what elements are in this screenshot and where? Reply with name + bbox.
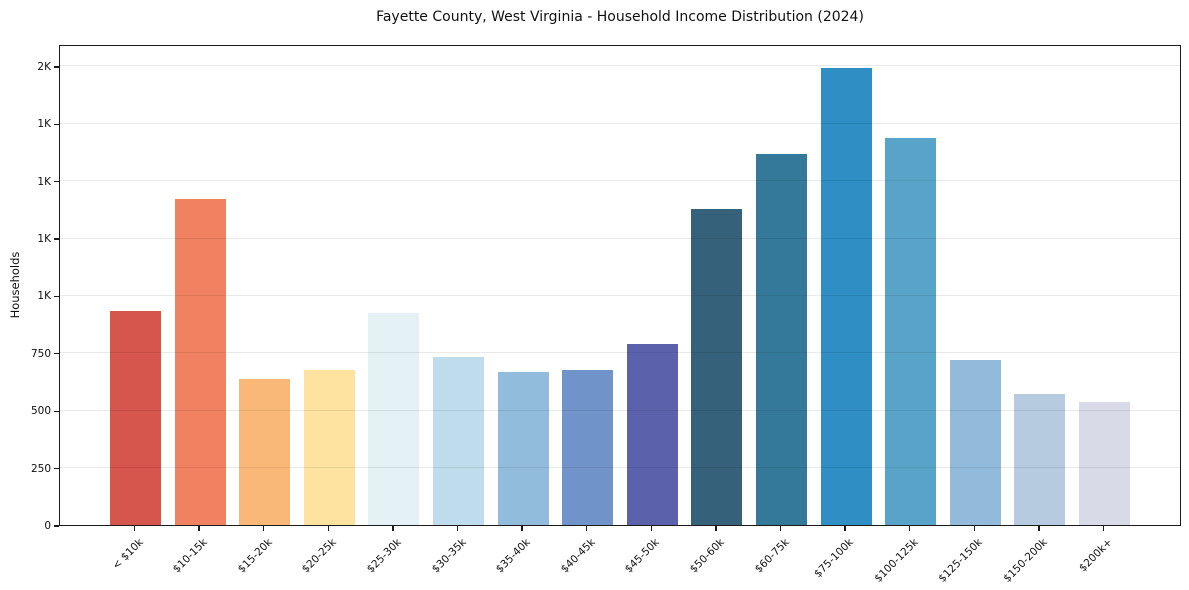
y-tick-label: 2K xyxy=(37,60,51,73)
y-tick-mark xyxy=(54,180,59,183)
gridline xyxy=(60,122,1180,124)
x-tick-mark xyxy=(586,526,588,531)
bar-$15-20k xyxy=(239,379,291,525)
y-tick-label: 1K xyxy=(37,175,51,188)
x-tick-mark xyxy=(456,526,459,531)
x-tick-mark xyxy=(263,526,265,531)
gridline xyxy=(60,294,1180,296)
bar-$150-200k xyxy=(1014,394,1066,525)
bar-$60-75k xyxy=(756,154,807,525)
x-tick-mark xyxy=(198,526,200,531)
bar-< $10k xyxy=(110,311,161,525)
y-tick-label: 250 xyxy=(30,462,51,475)
x-tick-mark xyxy=(909,526,911,531)
y-tick-mark xyxy=(54,353,59,355)
bar-$75-100k xyxy=(820,68,872,525)
gridline xyxy=(60,467,1180,469)
bar-$40-45k xyxy=(562,370,614,525)
bar-$10-15k xyxy=(174,198,226,525)
x-tick-mark xyxy=(1038,526,1040,531)
x-tick-mark xyxy=(392,526,394,531)
y-tick-label: 1K xyxy=(37,117,51,130)
bar-$45-50k xyxy=(626,343,678,525)
y-tick-label: 750 xyxy=(30,347,51,360)
y-tick-label: 1K xyxy=(37,290,51,303)
x-tick-mark xyxy=(650,526,652,531)
gridline xyxy=(60,352,1180,354)
y-tick-label: 0 xyxy=(44,519,51,532)
plot-area xyxy=(59,45,1181,526)
x-tick-mark xyxy=(779,526,782,531)
y-tick-label: 500 xyxy=(30,404,51,417)
y-tick-mark xyxy=(54,467,59,470)
gridline xyxy=(60,65,1180,67)
y-axis-label: Households xyxy=(8,251,22,319)
bar-$125-150k xyxy=(949,359,1001,525)
x-tick-mark xyxy=(973,526,975,531)
gridline xyxy=(60,180,1180,182)
x-tick-mark xyxy=(1102,526,1105,531)
y-tick-mark xyxy=(54,123,59,125)
y-tick-mark xyxy=(54,238,59,240)
y-tick-mark xyxy=(54,525,59,527)
gridline xyxy=(60,409,1180,411)
y-tick-label: 1K xyxy=(37,232,51,245)
bar-$100-125k xyxy=(885,138,937,525)
chart-title: Fayette County, West Virginia - Househol… xyxy=(376,9,864,25)
bar-$25-30k xyxy=(368,312,420,525)
x-tick-mark xyxy=(133,526,136,531)
y-tick-mark xyxy=(54,410,59,412)
bar-$30-35k xyxy=(433,357,484,525)
x-tick-mark xyxy=(521,526,523,531)
bar-$20-25k xyxy=(303,370,355,525)
x-tick-label: < $10k xyxy=(109,536,146,572)
bar-$35-40k xyxy=(497,372,549,525)
gridline xyxy=(60,237,1180,239)
y-tick-mark xyxy=(54,66,59,68)
bar-$50-60k xyxy=(691,209,743,525)
x-tick-mark xyxy=(327,526,329,531)
x-tick-mark xyxy=(715,526,717,531)
x-tick-mark xyxy=(844,526,846,531)
y-tick-mark xyxy=(54,295,59,298)
bar-$200k+ xyxy=(1079,402,1130,525)
